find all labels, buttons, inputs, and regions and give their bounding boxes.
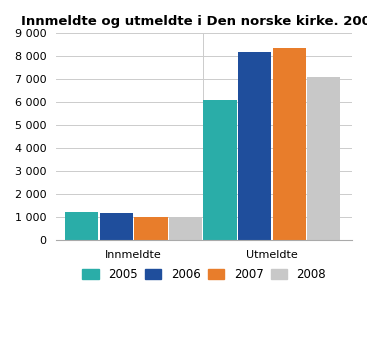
Bar xyxy=(169,217,202,240)
Bar xyxy=(273,48,306,240)
Bar xyxy=(203,100,237,240)
Text: Innmeldte og utmeldte i Den norske kirke. 2005-2008: Innmeldte og utmeldte i Den norske kirke… xyxy=(21,15,367,28)
Bar xyxy=(307,77,340,240)
Bar xyxy=(134,217,168,240)
Legend: 2005, 2006, 2007, 2008: 2005, 2006, 2007, 2008 xyxy=(77,263,331,286)
Bar xyxy=(65,212,98,240)
Bar xyxy=(100,213,133,240)
Bar xyxy=(238,52,271,240)
